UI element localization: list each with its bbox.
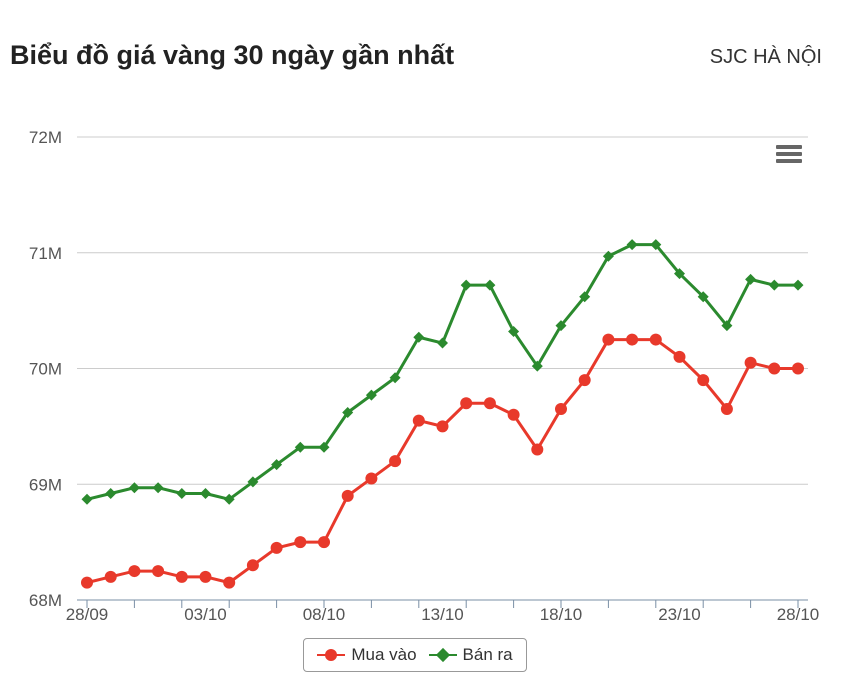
data-point-sell[interactable] — [531, 360, 543, 372]
data-point-buy[interactable] — [128, 565, 141, 578]
x-tick-label: 18/10 — [540, 605, 583, 624]
data-point-sell[interactable] — [152, 482, 164, 494]
series-line-sell — [86, 243, 798, 501]
data-point-sell[interactable] — [271, 459, 283, 471]
data-point-buy[interactable] — [270, 541, 283, 554]
hamburger-menu-icon — [776, 145, 802, 149]
data-point-sell[interactable] — [650, 239, 662, 251]
legend-label-sell: Bán ra — [462, 645, 513, 664]
data-point-sell[interactable] — [768, 279, 780, 291]
data-point-sell[interactable] — [318, 441, 330, 453]
data-point-buy[interactable] — [697, 374, 710, 387]
x-tick-label: 13/10 — [421, 605, 464, 624]
x-tick-label: 23/10 — [658, 605, 701, 624]
grid-layer — [77, 136, 808, 601]
data-point-buy[interactable] — [389, 455, 402, 468]
data-point-sell[interactable] — [745, 273, 757, 285]
data-point-buy[interactable] — [602, 333, 615, 346]
location-label: SJC HÀ NỘI — [709, 46, 822, 68]
chart-menu-button[interactable] — [772, 142, 806, 170]
series-layer — [81, 239, 804, 589]
data-point-buy[interactable] — [175, 570, 188, 583]
data-point-sell[interactable] — [365, 389, 377, 401]
x-tick-label: 03/10 — [184, 605, 227, 624]
data-point-sell[interactable] — [413, 331, 425, 343]
data-point-buy[interactable] — [744, 356, 757, 369]
data-point-buy[interactable] — [199, 570, 212, 583]
data-point-buy[interactable] — [460, 397, 473, 410]
y-tick-label: 69M — [29, 475, 62, 494]
data-point-sell[interactable] — [81, 493, 93, 505]
data-point-sell[interactable] — [508, 325, 520, 337]
data-point-sell[interactable] — [247, 476, 259, 488]
data-point-buy[interactable] — [365, 472, 378, 485]
circle-marker-icon — [317, 647, 346, 663]
chart-legend: Mua vào Bán ra — [303, 638, 527, 672]
data-point-buy[interactable] — [246, 559, 259, 572]
data-point-sell[interactable] — [626, 239, 638, 251]
y-tick-label: 72M — [29, 128, 62, 147]
data-point-buy[interactable] — [483, 397, 496, 410]
data-point-sell[interactable] — [555, 320, 567, 332]
data-point-sell[interactable] — [460, 279, 472, 291]
data-point-sell[interactable] — [697, 291, 709, 303]
diamond-marker-icon — [428, 647, 457, 663]
data-point-buy[interactable] — [152, 565, 165, 578]
data-point-buy[interactable] — [720, 403, 733, 416]
data-point-buy[interactable] — [673, 350, 686, 363]
data-point-sell[interactable] — [437, 337, 448, 349]
data-point-buy[interactable] — [792, 362, 804, 375]
data-point-buy[interactable] — [436, 420, 449, 433]
data-point-sell[interactable] — [484, 279, 496, 291]
legend-item-sell[interactable]: Bán ra — [428, 645, 513, 665]
data-point-buy[interactable] — [507, 408, 520, 421]
data-point-buy[interactable] — [626, 333, 639, 346]
data-point-sell[interactable] — [792, 279, 804, 291]
data-point-sell[interactable] — [200, 488, 211, 500]
data-point-buy[interactable] — [81, 576, 93, 589]
data-point-sell[interactable] — [674, 268, 685, 280]
data-point-buy[interactable] — [412, 414, 425, 427]
series-line-buy — [86, 338, 798, 585]
data-point-sell[interactable] — [128, 482, 140, 494]
y-tick-label: 68M — [29, 591, 62, 610]
data-point-sell[interactable] — [223, 493, 235, 505]
data-point-buy[interactable] — [531, 443, 544, 456]
x-tick-label: 28/10 — [777, 605, 820, 624]
data-point-sell[interactable] — [294, 441, 306, 453]
x-tick-label: 08/10 — [303, 605, 346, 624]
data-point-buy[interactable] — [649, 333, 662, 346]
data-point-buy[interactable] — [578, 374, 591, 387]
data-point-buy[interactable] — [104, 570, 117, 583]
y-tick-label: 70M — [29, 360, 62, 379]
page-title: Biểu đồ giá vàng 30 ngày gần nhất — [10, 40, 455, 70]
data-point-sell[interactable] — [579, 291, 591, 303]
data-point-buy[interactable] — [555, 403, 567, 416]
data-point-sell[interactable] — [389, 372, 401, 384]
legend-label-buy: Mua vào — [351, 645, 417, 664]
axis-layer: 68M 69M 70M 71M 72M 28/09 03/10 08/10 13/10 18/10… — [29, 128, 819, 624]
y-tick-label: 71M — [29, 244, 62, 263]
data-point-sell[interactable] — [342, 406, 354, 418]
data-point-sell[interactable] — [721, 320, 733, 332]
data-point-sell[interactable] — [105, 488, 117, 500]
data-point-sell[interactable] — [602, 250, 614, 262]
legend-item-buy[interactable]: Mua vào — [317, 645, 417, 665]
x-tick-label: 28/09 — [66, 605, 109, 624]
data-point-buy[interactable] — [318, 536, 330, 549]
data-point-buy[interactable] — [223, 576, 236, 589]
data-point-sell[interactable] — [176, 488, 188, 500]
data-point-buy[interactable] — [294, 536, 307, 549]
data-point-buy[interactable] — [768, 362, 781, 375]
data-point-buy[interactable] — [341, 489, 354, 502]
